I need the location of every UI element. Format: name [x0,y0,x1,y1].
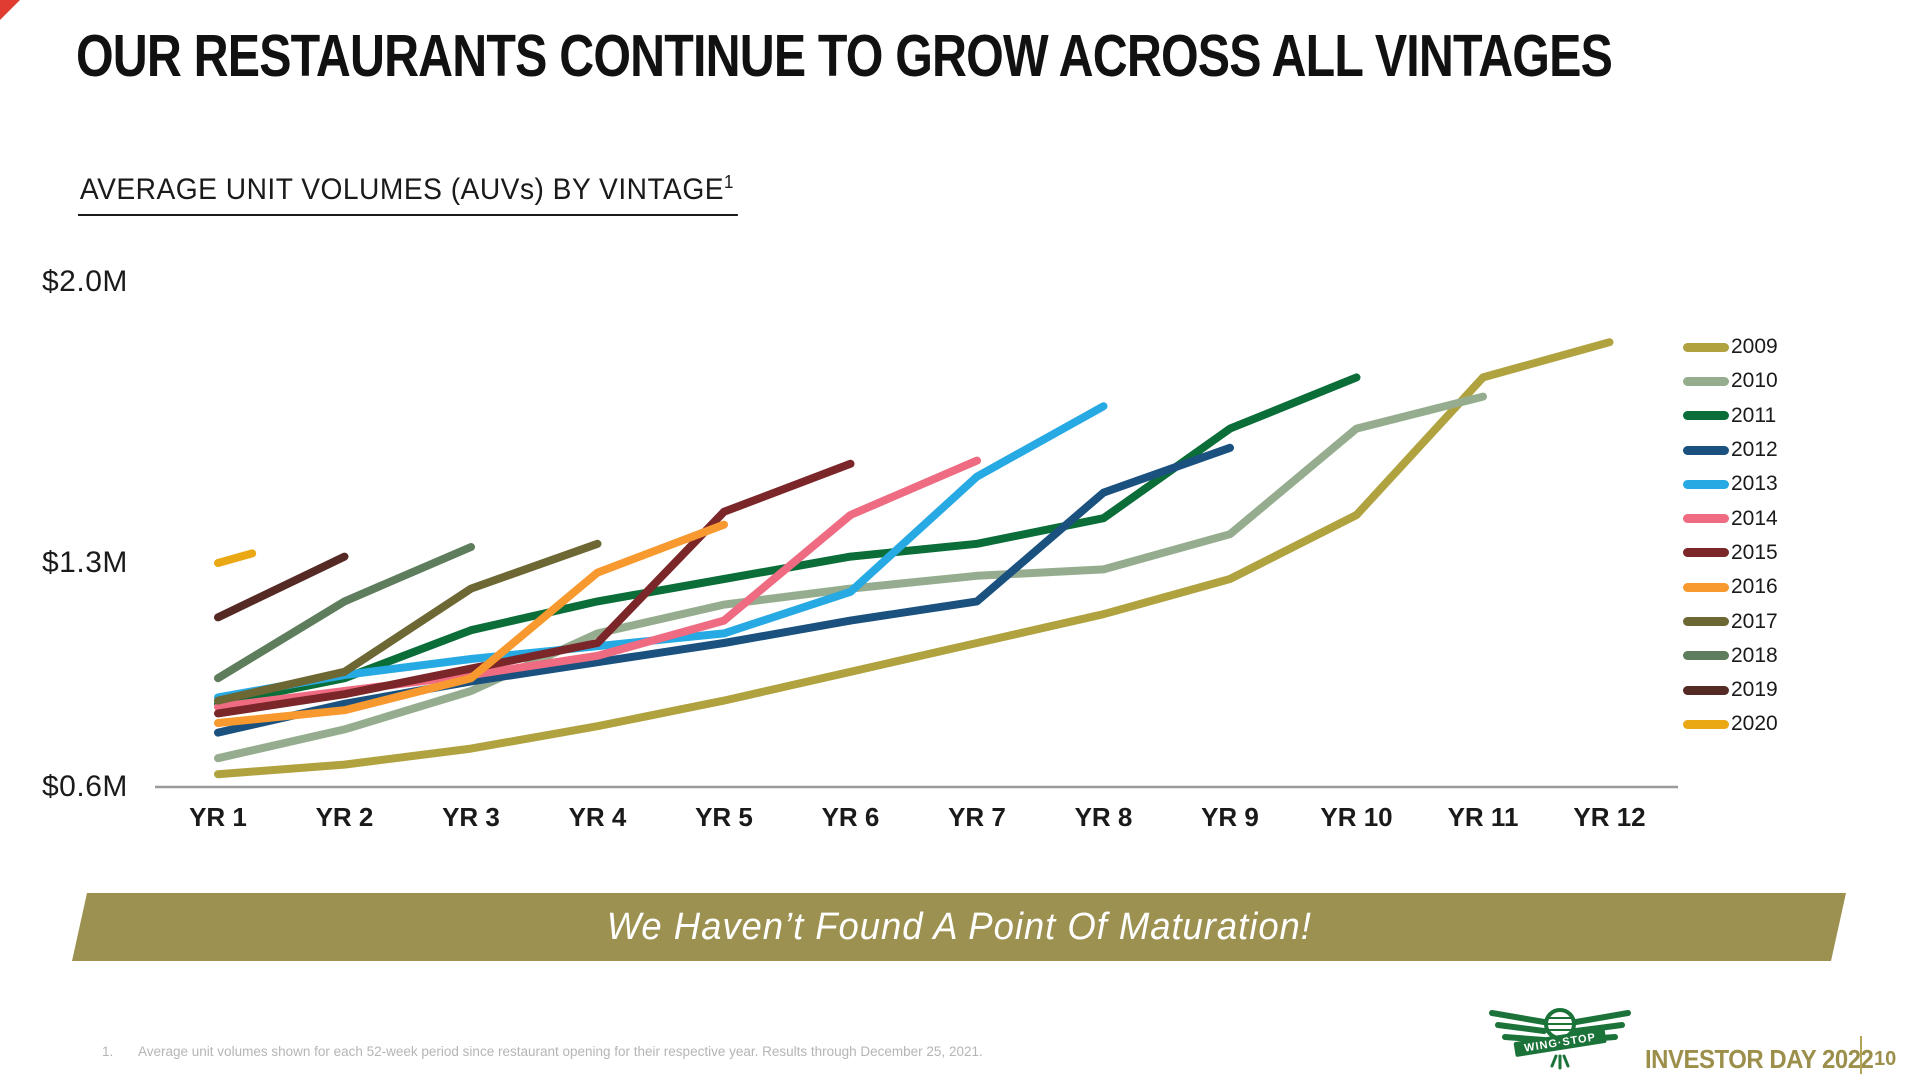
legend-swatch-2020 [1683,719,1729,729]
legend-item-2010: 2010 [1683,364,1778,398]
legend-swatch-2016 [1683,582,1729,592]
legend-item-2013: 2013 [1683,467,1778,501]
chart-subtitle-text: AVERAGE UNIT VOLUMES (AUVs) BY VINTAGE [79,173,725,206]
legend-item-2011: 2011 [1683,399,1778,433]
page-number: 10 [1874,1048,1897,1070]
x-axis-label-yr11: YR 11 [1447,802,1519,832]
y-axis-label-0.6m: $0.6M [42,770,128,803]
legend-swatch-2019 [1683,685,1729,695]
x-axis-label-yr4: YR 4 [568,802,627,832]
legend-item-2012: 2012 [1683,433,1778,467]
series-line-2019 [214,552,349,622]
legend-item-2016: 2016 [1683,570,1778,604]
legend-label-2014: 2014 [1731,506,1778,530]
legend-label-2010: 2010 [1731,369,1778,393]
takeaway-banner: We Haven’t Found A Point Of Maturation! [72,893,1846,961]
chart-subtitle: AVERAGE UNIT VOLUMES (AUVs) BY VINTAGE1 [78,172,738,216]
series-line-2011 [214,373,1361,708]
x-axis-label-yr7: YR 7 [948,802,1006,832]
legend-item-2020: 2020 [1683,707,1778,741]
x-axis-label-yr3: YR 3 [442,802,500,832]
x-axis-label-yr8: YR 8 [1074,802,1133,832]
legend-label-2017: 2017 [1731,609,1778,633]
legend-item-2014: 2014 [1683,501,1778,535]
x-axis-label-yr1: YR 1 [189,802,247,832]
footnote: 1. Average unit volumes shown for each 5… [102,1044,983,1059]
series-line-2017 [214,539,602,705]
y-axis-label-2.0m: $2.0M [42,265,128,298]
slide-title: OUR RESTAURANTS CONTINUE TO GROW ACROSS … [76,23,1613,89]
legend-label-2016: 2016 [1731,575,1778,599]
x-axis-label-yr2: YR 2 [315,802,374,832]
legend-swatch-2009 [1683,342,1729,352]
wingstop-logo: WING·STOP [1489,1008,1631,1070]
legend-label-2013: 2013 [1731,472,1778,496]
legend-swatch-2014 [1683,514,1729,524]
y-axis-label-1.3m: $1.3M [42,546,128,579]
legend-swatch-2015 [1683,548,1729,558]
legend-label-2015: 2015 [1731,540,1778,564]
legend-item-2015: 2015 [1683,536,1778,570]
legend-label-2012: 2012 [1731,438,1778,462]
legend-item-2009: 2009 [1683,330,1778,364]
legend-label-2018: 2018 [1731,643,1778,667]
legend-swatch-2018 [1683,651,1729,661]
legend-swatch-2011 [1683,411,1729,421]
legend-swatch-2017 [1683,617,1729,627]
series-line-2009 [214,338,1614,779]
legend-item-2019: 2019 [1683,673,1778,707]
x-axis-label-yr9: YR 9 [1201,802,1259,832]
legend-label-2009: 2009 [1731,335,1778,359]
series-line-2018 [214,543,475,683]
footnote-superscript: 1 [724,172,734,192]
legend-item-2017: 2017 [1683,604,1778,638]
legend-label-2019: 2019 [1731,678,1778,702]
footer-divider [1860,1036,1862,1074]
series-line-2015 [214,459,855,718]
footer-brand: INVESTOR DAY 2022 [1645,1044,1874,1074]
legend-swatch-2012 [1683,445,1729,455]
logo-ribbon [1513,1028,1607,1057]
legend-label-2011: 2011 [1731,403,1777,427]
legend-item-2018: 2018 [1683,639,1778,673]
series-line-2020 [214,549,257,567]
legend-label-2020: 2020 [1731,712,1778,736]
x-axis-label-yr12: YR 12 [1573,802,1646,832]
takeaway-banner-text: We Haven’t Found A Point Of Maturation! [606,905,1312,948]
series-line-2016 [214,520,728,727]
chart-legend: 2009 2010 2011 2012 2013 2014 2015 2016 2017 2018… [1683,330,1778,742]
x-axis-label-yr5: YR 5 [695,802,753,832]
legend-swatch-2010 [1683,376,1729,386]
x-axis-label-yr10: YR 10 [1320,802,1393,832]
legend-swatch-2013 [1683,479,1729,489]
x-axis-label-yr6: YR 6 [821,802,880,832]
footnote-text: Average unit volumes shown for each 52-w… [138,1044,983,1059]
footnote-marker: 1. [102,1044,114,1059]
